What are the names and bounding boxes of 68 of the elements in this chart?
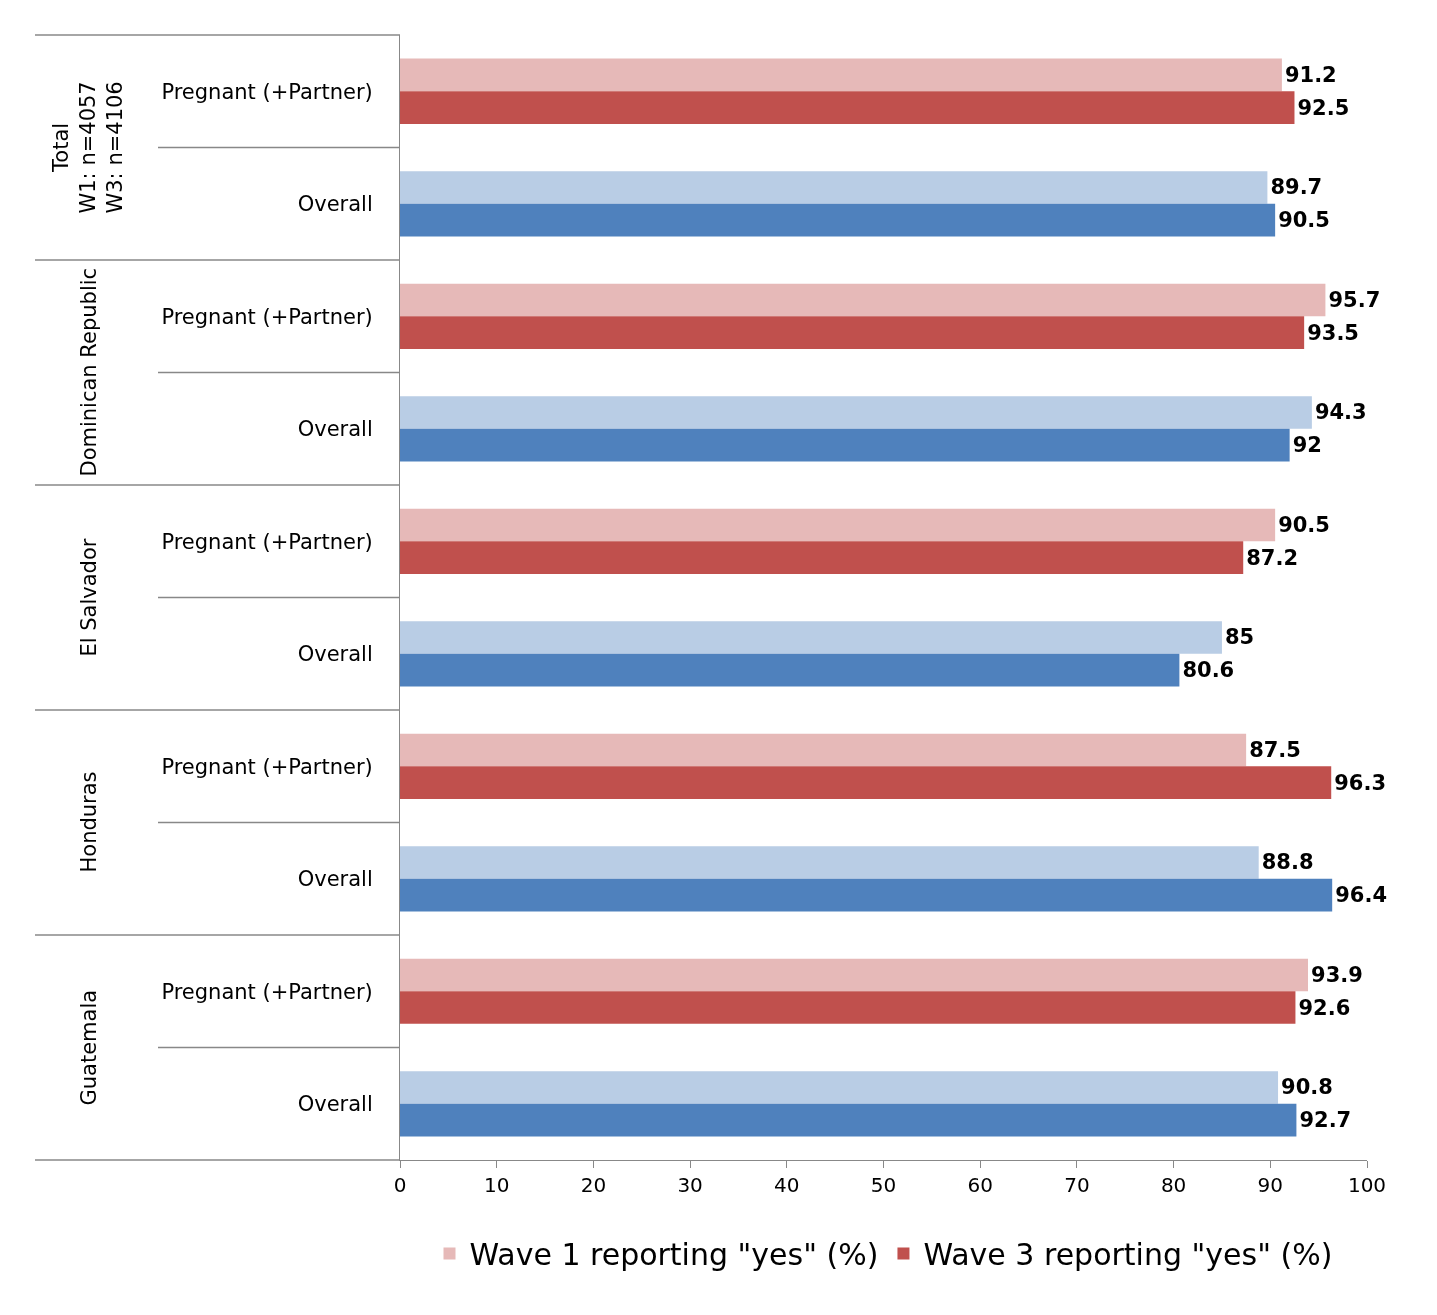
y-tick-label: Overall <box>297 867 373 892</box>
text: Honduras <box>76 771 101 873</box>
x-tick-label: 80 <box>1160 1173 1187 1197</box>
x-tick-label: 50 <box>870 1173 897 1197</box>
bar <box>400 766 1332 799</box>
data-label: 87.5 <box>1249 737 1301 762</box>
x-tick-label: 20 <box>580 1173 607 1197</box>
y-tick-label: Pregnant (+Partner) <box>161 79 373 104</box>
data-label: 96.4 <box>1335 883 1388 908</box>
legend-label: Wave 3 reporting "yes" (%) <box>923 1237 1333 1273</box>
data-label: 93.5 <box>1307 320 1359 345</box>
data-label: 92.6 <box>1298 995 1351 1020</box>
data-label: 90.5 <box>1278 512 1330 537</box>
x-tick-label: 30 <box>677 1173 703 1197</box>
data-label: 94.3 <box>1314 400 1367 425</box>
y-tick-label: Overall <box>297 417 373 442</box>
bar <box>400 171 1268 204</box>
data-label: 92.5 <box>1297 95 1350 120</box>
bar <box>400 733 1247 767</box>
y-tick-label: Pregnant (+Partner) <box>161 979 373 1004</box>
bar <box>400 541 1244 574</box>
data-label: 90.5 <box>1278 208 1330 233</box>
data-label: 91.2 <box>1284 62 1337 87</box>
x-tick-label: 10 <box>483 1173 510 1197</box>
bar <box>400 653 1180 687</box>
bar <box>400 58 1282 92</box>
data-label: 92 <box>1292 433 1322 458</box>
data-label: 85 <box>1224 625 1255 650</box>
bar <box>400 428 1290 462</box>
data-label: 90.8 <box>1281 1075 1333 1100</box>
data-label: 93.9 <box>1311 962 1363 987</box>
x-tick-label: 90 <box>1257 1173 1284 1197</box>
y-tick-label: Pregnant (+Partner) <box>161 529 373 554</box>
bar <box>400 621 1222 654</box>
y-tick-label: Overall <box>297 192 373 217</box>
legend-label: Wave 1 reporting "yes" (%) <box>469 1237 879 1273</box>
y-tick-label: Pregnant (+Partner) <box>161 304 373 329</box>
y-tick-label: Pregnant (+Partner) <box>161 754 373 779</box>
text: Total W1: n=4057 W3: n=4106 <box>48 81 128 214</box>
text: El Salvador <box>76 538 101 657</box>
data-label: 96.3 <box>1334 770 1387 795</box>
data-label: 89.7 <box>1270 175 1323 200</box>
y-tick-label: Overall <box>297 1092 373 1117</box>
bar <box>400 203 1276 237</box>
bar <box>400 91 1295 124</box>
x-tick-label: 70 <box>1064 1173 1090 1197</box>
text: Dominican Republic <box>76 267 101 477</box>
bar <box>400 396 1312 429</box>
data-label: 95.7 <box>1328 287 1381 312</box>
bar <box>400 1071 1279 1104</box>
y-tick-label: Overall <box>297 642 373 667</box>
bar <box>400 958 1309 992</box>
x-tick-label: 40 <box>774 1173 800 1197</box>
x-tick-label: 60 <box>967 1173 993 1197</box>
bar <box>400 991 1296 1024</box>
bar <box>400 878 1333 912</box>
bar <box>400 316 1305 349</box>
bar <box>400 846 1259 879</box>
x-tick-label: 100 <box>1347 1173 1387 1197</box>
data-label: 88.8 <box>1261 850 1314 875</box>
x-tick-label: 0 <box>393 1173 407 1197</box>
bar <box>400 1103 1297 1137</box>
data-label: 80.6 <box>1182 658 1235 683</box>
bar <box>400 508 1276 542</box>
text: Guatemala <box>76 989 101 1106</box>
data-label: 87.2 <box>1246 545 1299 570</box>
data-label: 92.7 <box>1299 1108 1352 1133</box>
bar <box>400 283 1326 317</box>
